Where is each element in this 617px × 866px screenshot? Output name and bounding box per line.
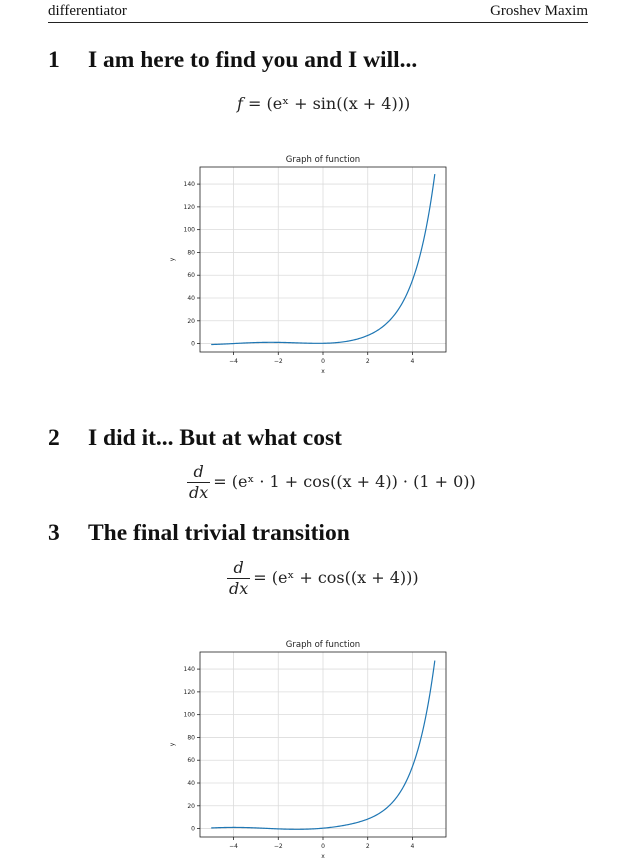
fraction-denominator: dx (229, 579, 249, 598)
section-title: I am here to find you and I will... (88, 47, 418, 73)
section-1-heading: 1 I am here to find you and I will... (48, 47, 417, 74)
y-tick-label: 120 (184, 204, 196, 211)
y-tick-label: 20 (187, 803, 195, 810)
chart-title: Graph of function (286, 155, 360, 165)
y-tick-label: 60 (187, 757, 195, 764)
x-tick-label: 4 (411, 358, 415, 365)
function-expression: = (eˣ + sin((x + 4))) (248, 94, 411, 113)
derivative-fraction: d dx (187, 462, 211, 503)
section-number: 2 (48, 425, 60, 451)
x-tick-label: −4 (229, 843, 238, 850)
derivative-raw-formula: d dx = (eˣ · 1 + cos((x + 4)) · (1 + 0)) (187, 462, 476, 503)
x-axis-label: x (321, 368, 325, 375)
x-tick-label: 0 (321, 843, 325, 850)
section-title: I did it... But at what cost (88, 425, 342, 451)
fraction-numerator: d (227, 558, 251, 579)
series-line (211, 660, 436, 830)
header-rule (48, 22, 588, 23)
function-name: f (237, 94, 243, 113)
grid (200, 652, 446, 837)
x-tick-label: −2 (274, 843, 283, 850)
fraction-denominator: dx (189, 483, 209, 502)
y-tick-label: 80 (187, 734, 195, 741)
y-tick-label: 100 (184, 227, 196, 234)
section-title: The final trivial transition (88, 520, 350, 546)
section-number: 3 (48, 520, 60, 546)
y-axis-label: y (169, 742, 176, 746)
y-tick-label: 0 (191, 341, 195, 348)
fraction-numerator: d (187, 462, 211, 483)
y-tick-label: 40 (187, 295, 195, 302)
y-tick-label: 60 (187, 272, 195, 279)
y-tick-label: 140 (184, 181, 196, 188)
header-right: Groshev Maxim (490, 3, 588, 19)
derivative-expression: = (eˣ · 1 + cos((x + 4)) · (1 + 0)) (213, 472, 476, 491)
derivative-simplified-formula: d dx = (eˣ + cos((x + 4))) (227, 558, 419, 599)
section-number: 1 (48, 47, 60, 73)
x-tick-label: 2 (366, 358, 370, 365)
x-tick-label: −2 (274, 358, 283, 365)
y-tick-label: 40 (187, 780, 195, 787)
y-tick-label: 80 (187, 249, 195, 256)
derivative-expression: = (eˣ + cos((x + 4))) (253, 568, 419, 587)
x-tick-label: 2 (366, 843, 370, 850)
x-tick-label: −4 (229, 358, 238, 365)
chart-title: Graph of function (286, 640, 360, 650)
x-tick-label: 4 (411, 843, 415, 850)
header-left: differentiator (48, 3, 127, 19)
y-tick-label: 0 (191, 826, 195, 833)
x-axis-label: x (321, 853, 325, 860)
derivative-fraction: d dx (227, 558, 251, 599)
y-tick-label: 100 (184, 712, 196, 719)
y-tick-label: 120 (184, 689, 196, 696)
section-3-heading: 3 The final trivial transition (48, 520, 350, 547)
x-tick-label: 0 (321, 358, 325, 365)
section-2-heading: 2 I did it... But at what cost (48, 425, 342, 452)
grid (200, 167, 446, 352)
series-line (211, 173, 436, 346)
function-formula: f = (eˣ + sin((x + 4))) (237, 94, 410, 113)
y-axis-label: y (169, 257, 176, 261)
y-tick-label: 140 (184, 666, 196, 673)
y-tick-label: 20 (187, 318, 195, 325)
